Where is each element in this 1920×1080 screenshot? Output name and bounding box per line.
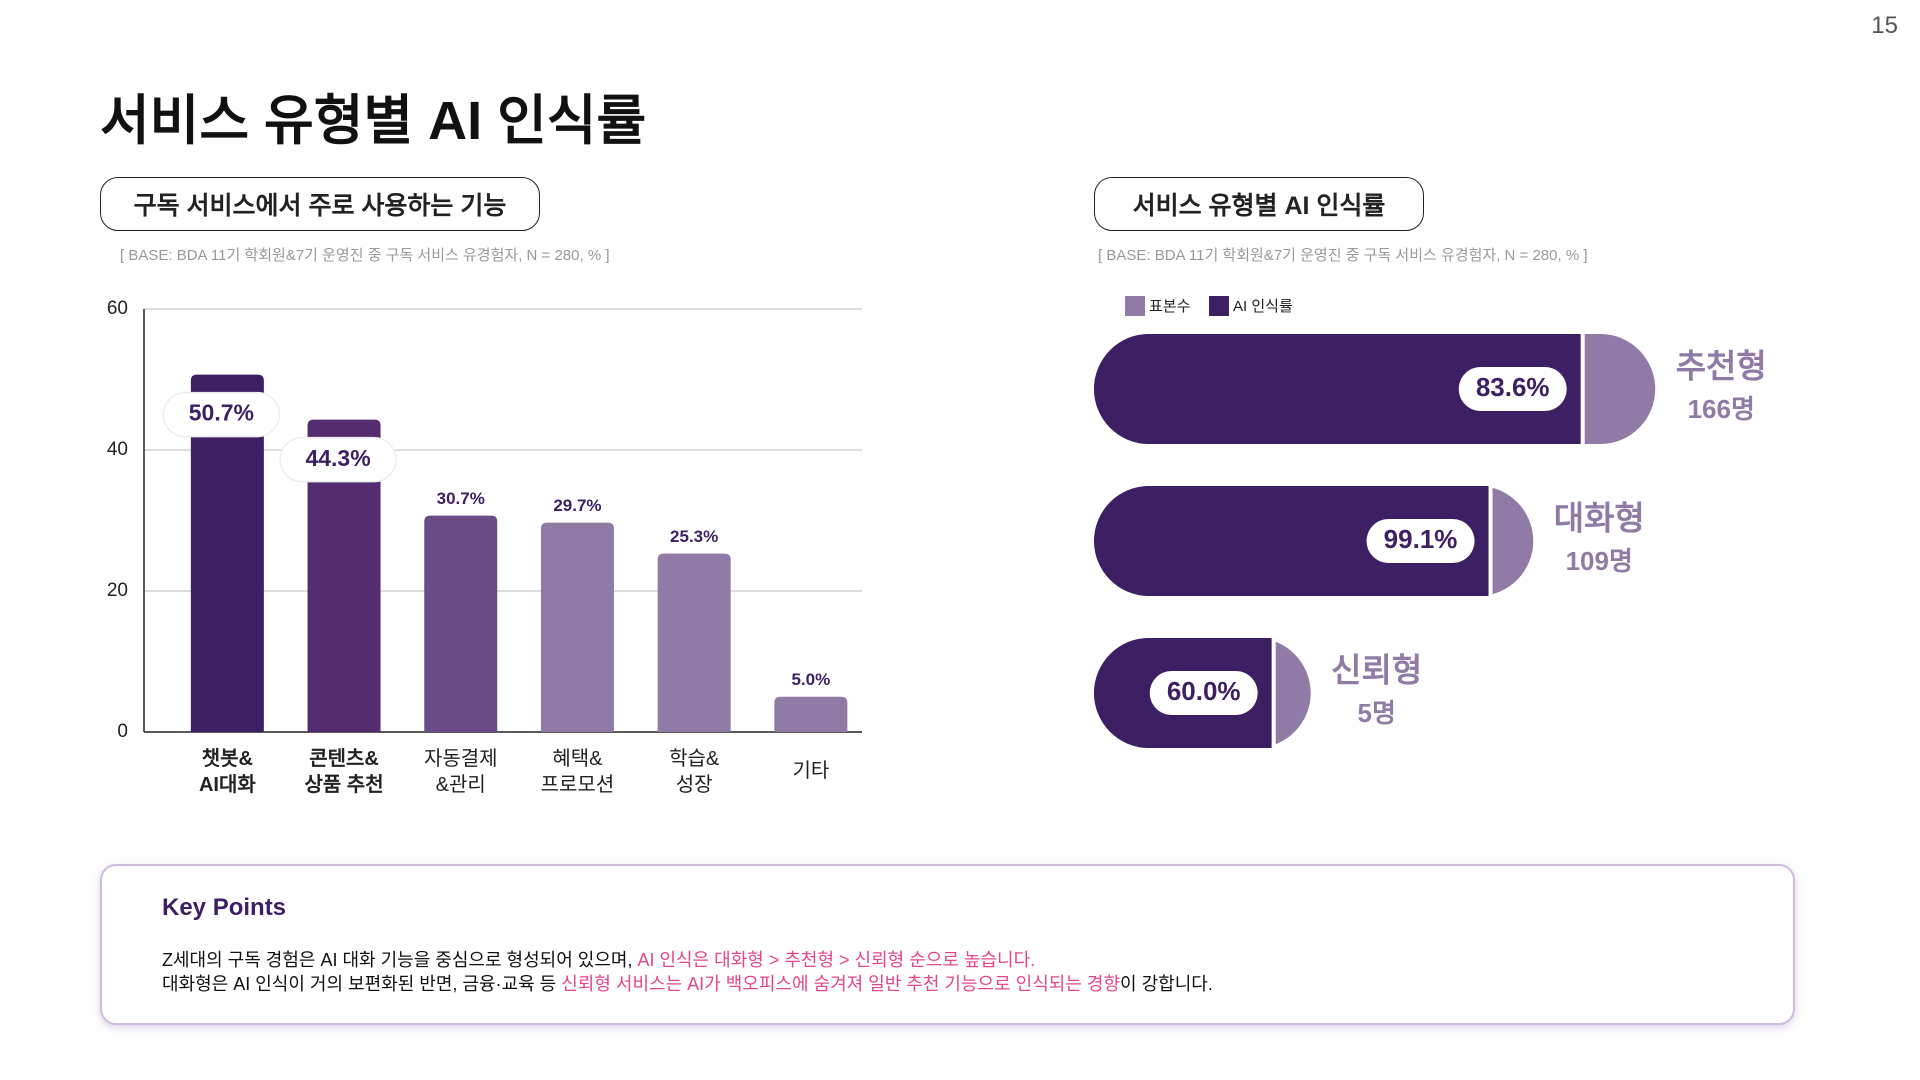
x-tick-label: 혜택& 프로모션	[540, 748, 615, 796]
value-label: 50.7%	[189, 400, 254, 426]
x-tick-label: 자동결제 &관리	[423, 748, 498, 796]
sample-label: 166명	[1688, 394, 1755, 424]
y-tick-label: 0	[117, 721, 128, 742]
chart-title: 서비스 유형별 AI 인식률	[1094, 177, 1424, 231]
page-number: 15	[1871, 12, 1898, 39]
value-label: 83.6%	[1476, 372, 1550, 402]
x-tick-label: 챗봇& AI대화	[198, 748, 256, 796]
value-label: 99.1%	[1384, 524, 1458, 554]
chart-title: 구독 서비스에서 주로 사용하는 기능	[100, 177, 540, 231]
legend-label: 표본수	[1149, 298, 1190, 315]
value-label: 25.3%	[670, 527, 718, 546]
sample-label: 5명	[1358, 698, 1396, 728]
value-label: 60.0%	[1167, 676, 1241, 706]
chart-subtitle: [ BASE: BDA 11기 학회원&7기 운영진 중 구독 서비스 유경험자…	[120, 247, 610, 264]
page-title: 서비스 유형별 AI 인식률	[100, 91, 647, 151]
x-tick-label: 콘텐츠& 상품 추천	[304, 748, 384, 796]
value-label-bg	[279, 436, 397, 483]
bar	[774, 696, 848, 732]
legend-swatch	[1125, 296, 1145, 316]
value-label: 44.3%	[305, 445, 370, 471]
value-label-bg	[1366, 519, 1475, 563]
category-label: 신뢰형	[1331, 652, 1422, 689]
x-tick-label: 학습& 성장	[669, 748, 720, 796]
text: Z세대의 구독 경험은 AI 대화 기능을 중심으로 형성되어 있으며,	[162, 950, 638, 970]
value-label-bg	[1458, 367, 1567, 411]
highlight: AI 인식은 대화형 > 추천형 > 신뢰형 순으로 높습니다.	[637, 950, 1036, 970]
y-tick-label: 20	[107, 580, 128, 601]
value-label: 5.0%	[791, 670, 830, 689]
x-tick-label: 기타	[792, 760, 830, 782]
text: 이 강합니다.	[1120, 974, 1213, 994]
bar	[424, 515, 498, 732]
value-label-bg	[1149, 671, 1258, 715]
bar	[657, 553, 731, 732]
y-tick-label: 60	[107, 298, 128, 319]
key-point-line: Z세대의 구독 경험은 AI 대화 기능을 중심으로 형성되어 있으며, AI …	[162, 946, 1035, 972]
y-tick-label: 40	[107, 439, 128, 460]
category-label: 대화형	[1554, 500, 1645, 537]
bar	[540, 522, 614, 732]
text: 대화형은 AI 인식이 거의 보편화된 반면, 금융·교육 등	[162, 974, 562, 994]
sample-label: 109명	[1566, 546, 1633, 576]
value-label: 30.7%	[437, 489, 485, 508]
category-label: 추천형	[1676, 348, 1767, 385]
chart-subtitle: [ BASE: BDA 11기 학회원&7기 운영진 중 구독 서비스 유경험자…	[1098, 247, 1588, 264]
key-points: Key Points Z세대의 구독 경험은 AI 대화 기능을 중심으로 형성…	[100, 864, 1795, 1025]
legend-label: AI 인식률	[1233, 298, 1293, 315]
key-points-title: Key Points	[162, 894, 287, 921]
highlight: 신뢰형 서비스는 AI가 백오피스에 숨겨져 일반 추천 기능으로 인식되는 경…	[561, 974, 1121, 994]
ai-rate-bar	[1094, 486, 1489, 596]
bar	[190, 374, 264, 732]
ai-rate-bar	[1094, 334, 1581, 444]
legend-swatch	[1209, 296, 1229, 316]
bar	[307, 419, 381, 732]
value-label: 29.7%	[553, 496, 601, 515]
value-label-bg	[162, 391, 281, 438]
key-point-line: 대화형은 AI 인식이 거의 보편화된 반면, 금융·교육 등 신뢰형 서비스는…	[162, 970, 1213, 996]
